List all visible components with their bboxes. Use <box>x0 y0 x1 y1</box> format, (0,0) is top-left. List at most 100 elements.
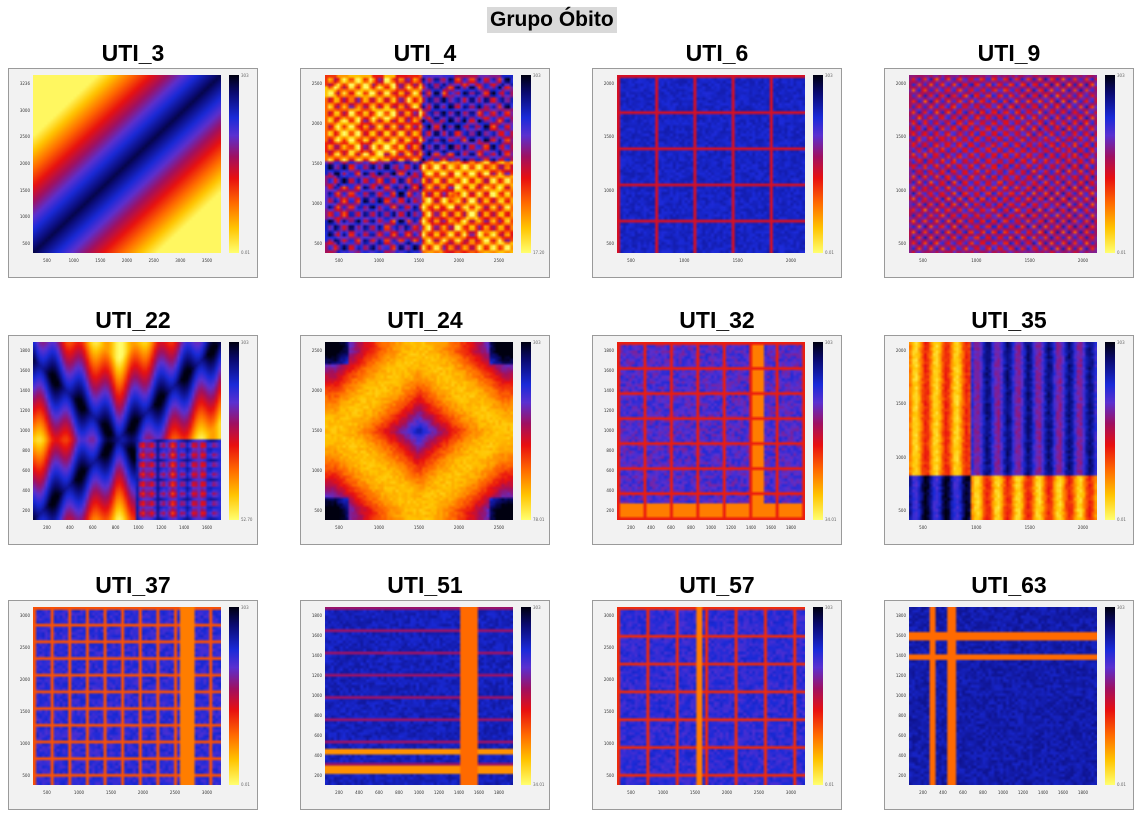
y-tick-label: 400 <box>898 753 906 758</box>
y-tick-label: 500 <box>898 241 906 246</box>
x-tick-label: 1800 <box>785 525 797 530</box>
colorbar <box>1105 607 1115 785</box>
colorbar-min-label: 0.01 <box>825 782 834 787</box>
y-tick-label: 1600 <box>895 633 906 638</box>
plot-frame: 303 78.01 2500 2000 1500 1000 500 500 1000 1500 20… <box>300 335 550 545</box>
x-tick-label: 1500 <box>1024 258 1035 263</box>
y-tick-label: 1500 <box>311 161 322 166</box>
y-tick-label: 1000 <box>895 693 906 698</box>
heatmap-image <box>909 607 1097 785</box>
plot-frame: 303 0.01 3000 2500 2000 1500 1000 500 500 1000 150… <box>592 600 842 810</box>
colorbar <box>521 75 531 253</box>
y-tick-label: 200 <box>22 508 30 513</box>
y-tick-label: 1200 <box>19 408 30 413</box>
x-tick-label: 500 <box>335 258 343 263</box>
x-tick-label: 1200 <box>1017 790 1029 795</box>
x-tick-label: 2000 <box>453 525 465 530</box>
x-tick-label: 200 <box>919 790 927 795</box>
y-tick-label: 1000 <box>311 693 322 698</box>
x-tick-label: 500 <box>919 525 927 530</box>
x-tick-label: 600 <box>959 790 967 795</box>
y-tick-label: 2000 <box>603 81 614 86</box>
x-tick-label: 1000 <box>133 525 144 530</box>
x-tick-label: 1000 <box>657 790 669 795</box>
colorbar-max-label: 303 <box>825 340 833 345</box>
colorbar-max-label: 303 <box>533 605 541 610</box>
heatmap-panel: UTI_9 303 0.01 2000 1500 1000 500 500 1000 1500 20… <box>884 38 1134 284</box>
x-tick-label: 2000 <box>1077 258 1089 263</box>
heatmap-image <box>33 75 221 253</box>
y-tick-label: 2500 <box>19 134 30 140</box>
x-tick-label: 1600 <box>201 525 213 530</box>
heatmap-image <box>33 342 221 520</box>
y-tick-label: 1400 <box>19 388 30 393</box>
x-tick-label: 2500 <box>493 258 505 263</box>
colorbar-max-label: 303 <box>1117 605 1125 610</box>
colorbar-min-label: 78.01 <box>533 517 545 522</box>
y-tick-label: 500 <box>314 241 322 246</box>
colorbar-max-label: 303 <box>241 340 249 345</box>
y-tick-label: 1800 <box>19 348 30 353</box>
panel-title: UTI_63 <box>971 572 1047 598</box>
y-tick-label: 1000 <box>311 201 322 206</box>
colorbar <box>229 75 239 253</box>
colorbar-max-label: 303 <box>825 605 833 610</box>
x-tick-label: 1500 <box>105 790 117 795</box>
x-tick-label: 1200 <box>433 790 445 795</box>
colorbar-min-label: 0.01 <box>1117 782 1126 787</box>
y-tick-label: 2000 <box>19 161 30 166</box>
x-tick-label: 500 <box>43 790 51 795</box>
y-tick-label: 1200 <box>895 673 906 678</box>
y-tick-label: 1400 <box>895 653 906 658</box>
y-tick-label: 1200 <box>603 408 614 413</box>
y-tick-label: 200 <box>606 508 614 513</box>
panel-title: UTI_3 <box>101 40 165 66</box>
y-tick-label: 1400 <box>603 388 614 393</box>
x-tick-label: 800 <box>111 525 120 530</box>
x-tick-label: 500 <box>43 258 51 263</box>
x-tick-label: 400 <box>647 525 655 530</box>
x-tick-label: 1400 <box>1037 790 1049 795</box>
x-tick-label: 400 <box>66 525 74 530</box>
y-tick-label: 1000 <box>603 428 614 433</box>
x-tick-label: 500 <box>335 525 343 530</box>
x-tick-label: 1500 <box>732 258 743 263</box>
x-tick-label: 1000 <box>373 525 385 530</box>
y-tick-label: 200 <box>314 773 322 778</box>
panel-title: UTI_22 <box>95 307 171 333</box>
x-tick-label: 1000 <box>997 790 1009 795</box>
y-tick-label: 2000 <box>311 121 322 126</box>
x-tick-label: 2000 <box>785 258 797 263</box>
y-tick-label: 1200 <box>311 673 322 678</box>
plot-frame: 303 0.01 2000 1500 1000 500 500 1000 1500 2000 <box>884 335 1134 545</box>
y-tick-label: 400 <box>22 488 30 493</box>
y-tick-label: 600 <box>314 733 322 738</box>
y-tick-label: 200 <box>898 773 906 778</box>
colorbar-max-label: 303 <box>533 340 541 345</box>
x-tick-label: 2000 <box>137 790 149 795</box>
colorbar-min-label: 0.01 <box>1117 517 1126 522</box>
x-tick-label: 1500 <box>413 258 425 263</box>
plot-frame: 303 52.70 1800 1600 1400 1200 1000 800 600 400 200… <box>8 335 258 545</box>
panel-title: UTI_4 <box>393 40 457 66</box>
x-tick-label: 200 <box>335 790 343 795</box>
y-tick-label: 3236 <box>19 81 30 86</box>
heatmap-image <box>617 342 805 520</box>
x-tick-label: 600 <box>88 525 97 530</box>
y-tick-label: 2500 <box>311 81 322 86</box>
x-tick-label: 1400 <box>453 790 465 795</box>
x-tick-label: 2500 <box>169 790 181 795</box>
x-tick-label: 1000 <box>413 790 425 795</box>
panel-title: UTI_51 <box>387 572 463 598</box>
panel-title: UTI_35 <box>971 307 1047 333</box>
y-tick-label: 600 <box>22 468 30 473</box>
y-tick-label: 800 <box>606 448 614 453</box>
x-tick-label: 200 <box>43 525 51 530</box>
colorbar-max-label: 303 <box>241 605 249 610</box>
plot-frame: 303 0.01 2000 1500 1000 500 500 1000 1500 2000 <box>592 68 842 278</box>
heatmap-panel: UTI_4 303 17.20 2500 2000 1500 1000 500 500 1000 1… <box>300 38 550 284</box>
x-tick-label: 1500 <box>413 525 425 530</box>
y-tick-label: 2500 <box>19 645 30 650</box>
figure-title: Grupo Óbito <box>487 7 617 33</box>
colorbar-max-label: 303 <box>241 73 249 78</box>
